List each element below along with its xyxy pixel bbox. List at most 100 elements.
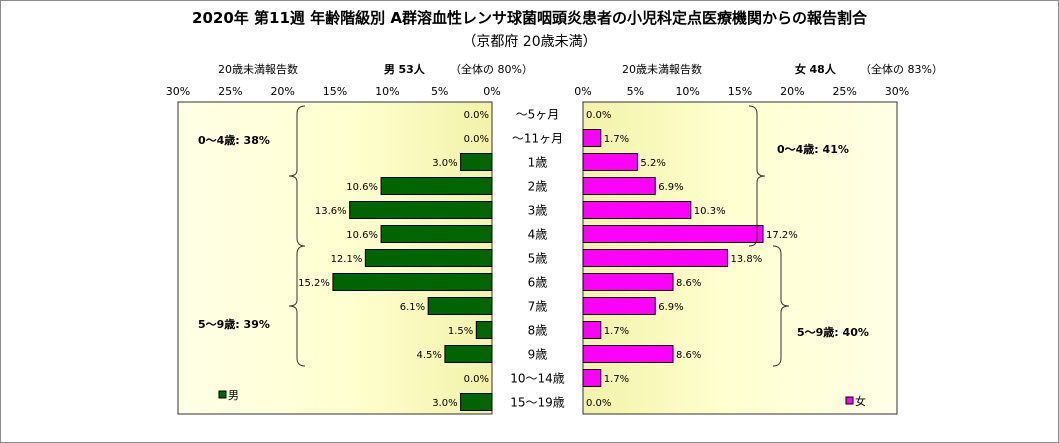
male-bar — [460, 393, 493, 411]
female-data-label: 5.2% — [640, 158, 665, 169]
male-bar — [332, 273, 493, 291]
male-bar — [460, 153, 493, 171]
right-lower-annotation: 5～9歳: 40% — [797, 325, 869, 339]
male-data-label: 6.1% — [400, 302, 425, 313]
male-bar — [380, 225, 493, 243]
x-tick-label-female: 0% — [574, 85, 591, 98]
female-bar — [582, 249, 728, 267]
female-data-label: 6.9% — [658, 302, 683, 313]
female-bar — [582, 321, 602, 339]
male-bar — [475, 321, 493, 339]
female-bar — [582, 369, 602, 387]
male-data-label: 0.0% — [464, 110, 489, 121]
male-count-value: 53人 — [398, 63, 425, 76]
male-data-label: 12.1% — [331, 254, 363, 265]
male-data-label: 3.0% — [432, 398, 457, 409]
female-data-label: 8.6% — [676, 278, 701, 289]
male-legend-label: 男 — [228, 389, 239, 402]
female-data-label: 1.7% — [604, 134, 629, 145]
chart-subtitle: （京都府 20歳未満） — [462, 34, 597, 50]
age-category-label: 6歳 — [528, 276, 548, 290]
right-lower-brace — [772, 245, 790, 367]
age-category-label: 15～19歳 — [510, 396, 565, 410]
age-category-label: 7歳 — [528, 300, 548, 314]
x-tick-label-female: 10% — [675, 85, 699, 98]
age-category-label: 2歳 — [528, 180, 548, 194]
age-category-label: ～5ヶ月 — [516, 108, 560, 122]
female-bar — [582, 201, 692, 219]
female-bar — [582, 129, 602, 147]
female-data-label: 13.8% — [730, 254, 762, 265]
x-tick-label-male: 25% — [218, 85, 242, 98]
x-tick-label-female: 5% — [627, 85, 644, 98]
x-tick-label-female: 20% — [780, 85, 804, 98]
female-data-label: 10.3% — [694, 206, 726, 217]
male-bar — [380, 177, 493, 195]
x-tick-label-male: 30% — [166, 85, 190, 98]
female-bar — [582, 273, 674, 291]
age-category-label: 1歳 — [528, 156, 548, 170]
age-category-label: 5歳 — [528, 252, 548, 266]
female-sex-label: 女 — [795, 63, 806, 76]
male-data-label: 0.0% — [464, 134, 489, 145]
left-upper-annotation: 0～4歳: 38% — [198, 133, 270, 147]
male-data-label: 4.5% — [416, 350, 441, 361]
right-upper-annotation: 0～4歳: 41% — [777, 142, 849, 156]
female-data-label: 1.7% — [604, 374, 629, 385]
left-lower-annotation: 5～9歳: 39% — [198, 317, 270, 331]
age-category-label: 10～14歳 — [510, 372, 565, 386]
x-tick-label-male: 10% — [375, 85, 399, 98]
female-legend-label: 女 — [855, 394, 866, 408]
female-bar — [582, 177, 656, 195]
left-upper-brace — [288, 105, 306, 247]
female-bar — [582, 297, 656, 315]
male-bar — [427, 297, 493, 315]
x-tick-label-male: 20% — [270, 85, 294, 98]
male-count: 男 53人 — [384, 61, 425, 77]
male-share: （全体の 80%） — [450, 63, 533, 76]
male-bar — [444, 345, 493, 363]
male-bar — [349, 201, 493, 219]
female-count-label: 20歳未満報告数 — [622, 63, 702, 76]
female-count: 女 48人 — [795, 61, 836, 77]
x-tick-label-male: 5% — [431, 85, 448, 98]
age-category-label: 4歳 — [528, 228, 548, 242]
x-tick-label-female: 25% — [832, 85, 856, 98]
left-lower-brace — [288, 245, 306, 367]
female-share: （全体の 83%） — [860, 63, 943, 76]
female-bar — [582, 225, 764, 243]
male-data-label: 3.0% — [432, 158, 457, 169]
x-tick-label-male: 0% — [483, 85, 500, 98]
male-data-label: 13.6% — [315, 206, 347, 217]
female-data-label: 17.2% — [766, 230, 798, 241]
male-count-label: 20歳未満報告数 — [218, 63, 298, 76]
chart-title: 2020年 第11週 年齢階級別 A群溶血性レンサ球菌咽頭炎患者の小児科定点医療… — [192, 9, 867, 27]
male-data-label: 0.0% — [464, 374, 489, 385]
male-data-label: 1.5% — [448, 326, 473, 337]
male-legend-swatch — [218, 390, 227, 399]
male-sex-label: 男 — [384, 63, 395, 76]
female-data-label: 6.9% — [658, 182, 683, 193]
age-category-label: ～11ヶ月 — [512, 132, 563, 146]
female-data-label: 1.7% — [604, 326, 629, 337]
female-data-label: 0.0% — [586, 398, 611, 409]
female-data-label: 8.6% — [676, 350, 701, 361]
right-upper-brace — [748, 105, 766, 247]
female-data-label: 0.0% — [586, 110, 611, 121]
female-count-value: 48人 — [809, 63, 836, 76]
male-data-label: 10.6% — [346, 182, 378, 193]
female-bar — [582, 345, 674, 363]
male-data-label: 15.2% — [298, 278, 330, 289]
age-category-label: 9歳 — [528, 348, 548, 362]
age-category-label: 3歳 — [528, 204, 548, 218]
male-bar — [364, 249, 493, 267]
male-data-label: 10.6% — [346, 230, 378, 241]
age-category-label: 8歳 — [528, 324, 548, 338]
female-legend-swatch — [845, 396, 854, 405]
x-tick-label-female: 15% — [728, 85, 752, 98]
x-tick-label-female: 30% — [885, 85, 909, 98]
x-tick-label-male: 15% — [323, 85, 347, 98]
female-bar — [582, 153, 638, 171]
